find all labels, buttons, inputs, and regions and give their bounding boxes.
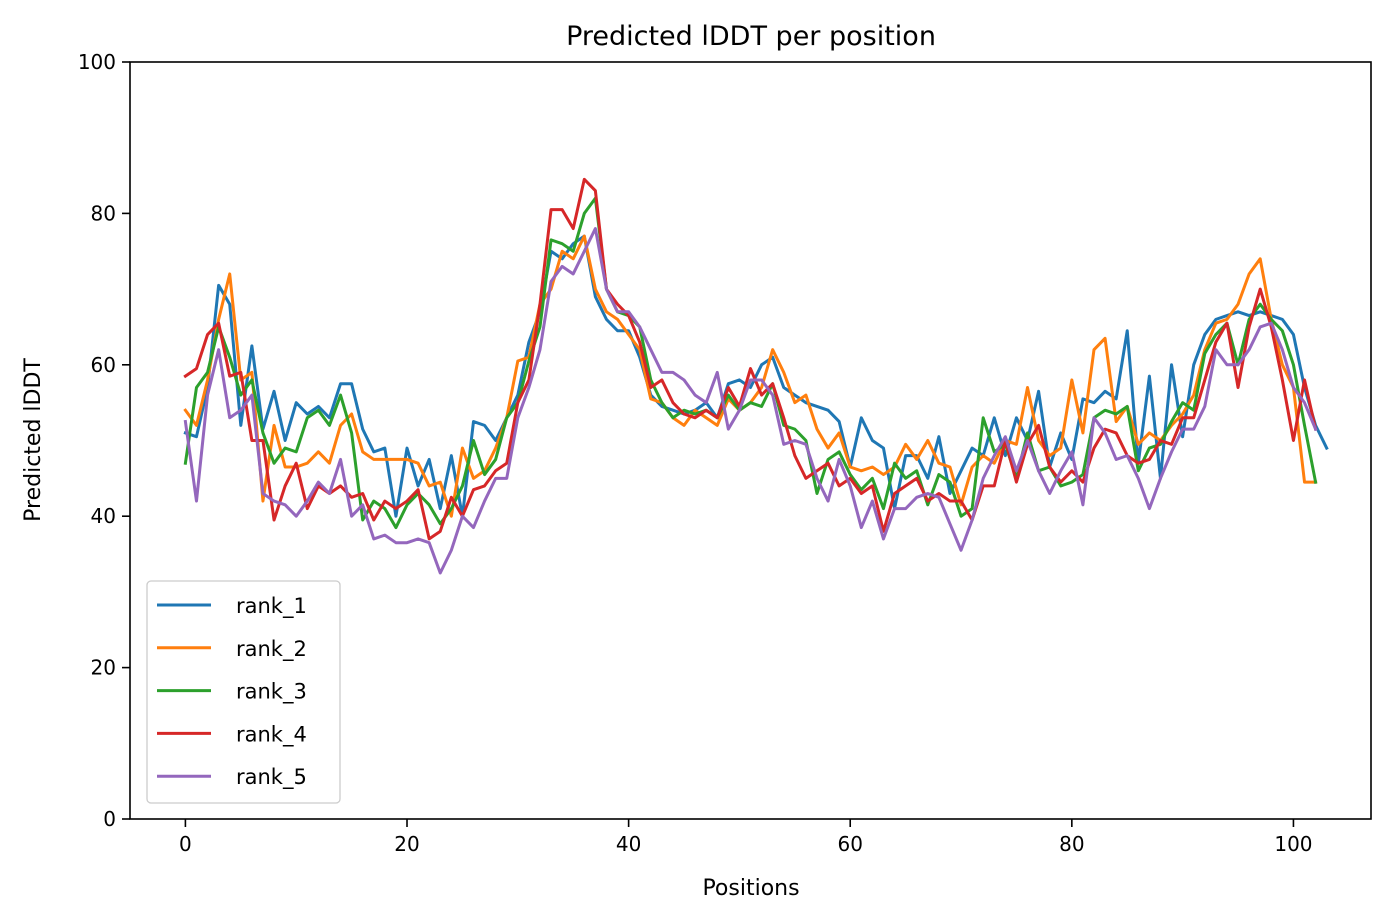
legend: rank_1 rank_2 rank_3 rank_4 rank_5: [146, 580, 341, 804]
y-tick-label: 40: [91, 504, 116, 528]
chart-title: Predicted lDDT per position: [566, 21, 936, 52]
legend-label-rank-3: rank_3: [236, 680, 307, 705]
x-tick-label: 80: [1059, 832, 1084, 856]
legend-box: [146, 580, 341, 804]
x-axis: 0 20 40 60 80 100: [179, 819, 1313, 856]
y-tick-label: 0: [103, 807, 116, 831]
x-tick-label: 60: [837, 832, 862, 856]
legend-label-rank-2: rank_2: [236, 637, 307, 662]
legend-label-rank-1: rank_1: [236, 594, 307, 619]
series-line-rank-3: [183, 196, 1318, 530]
x-tick-label: 100: [1274, 832, 1312, 856]
legend-label-rank-4: rank_4: [236, 722, 307, 747]
series-line-rank-4: [183, 177, 1318, 541]
y-tick-label: 20: [91, 656, 116, 680]
x-tick-label: 20: [394, 832, 419, 856]
legend-label-rank-5: rank_5: [236, 765, 307, 790]
y-tick-label: 80: [91, 201, 116, 225]
y-axis-label: Predicted lDDT: [21, 358, 46, 522]
x-tick-label: 0: [179, 832, 192, 856]
y-tick-label: 60: [91, 353, 116, 377]
y-axis: 0 20 40 60 80 100: [78, 50, 130, 831]
x-tick-label: 40: [616, 832, 641, 856]
series-line-rank-2: [183, 234, 1318, 518]
x-axis-label: Positions: [702, 876, 799, 901]
series-line-rank-5: [183, 227, 1318, 575]
plot-frame: [129, 61, 1372, 820]
plot-lines: [183, 177, 1329, 575]
y-tick-label: 100: [78, 50, 116, 74]
